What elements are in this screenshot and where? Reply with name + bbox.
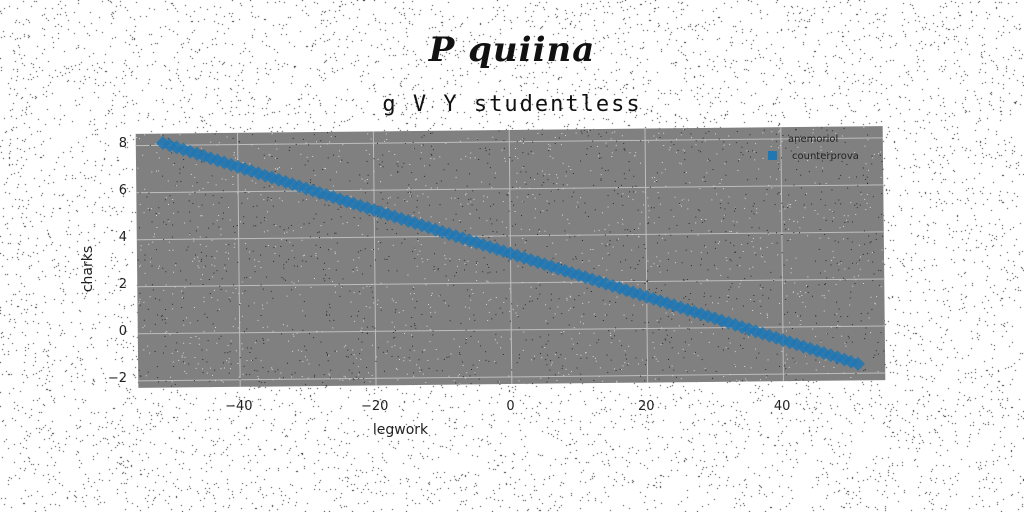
y-grid-line [138,372,886,382]
chart-title: g V Y studentless [382,92,642,117]
grid-lines [135,126,886,388]
y-axis-label: charks [80,246,96,292]
x-grid-line [644,128,649,383]
y-grid-line [136,231,884,241]
x-tick-label: 0 [506,399,514,414]
series-points [155,136,865,371]
y-tick-label: 2 [119,277,127,292]
legend-title: anemoriol [788,134,838,145]
data-point [850,356,865,371]
x-tick-label: −20 [361,399,388,414]
x-grid-line [237,132,241,387]
legend-label-counterprova: counterprova [792,151,859,162]
y-tick-label: 8 [119,136,127,151]
y-tick-label: 0 [119,324,127,339]
x-tick-label: 40 [774,399,791,414]
x-axis-label: legwork [373,422,429,438]
y-grid-line [135,137,883,147]
x-tick-label: 20 [638,399,655,414]
y-grid-line [136,184,884,194]
legend: anemoriol counterprova [768,134,859,162]
y-tick-label: 4 [119,230,127,245]
page-title: P quiina [428,30,596,70]
y-grid-line [137,278,885,288]
y-grid-line [137,325,885,335]
y-tick-label: −2 [108,371,127,386]
x-grid-line [372,131,377,386]
legend-marker [768,151,777,160]
y-tick-label: 6 [119,183,127,198]
plot-area [135,126,886,388]
x-tick-label: −40 [225,399,252,414]
